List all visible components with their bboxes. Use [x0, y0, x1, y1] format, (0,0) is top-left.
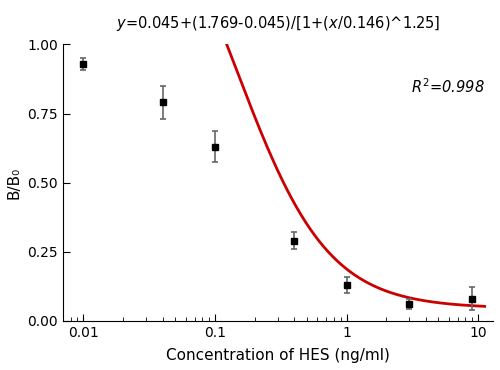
Text: $R^2$=0.998: $R^2$=0.998 [410, 78, 484, 96]
X-axis label: Concentration of HES (ng/ml): Concentration of HES (ng/ml) [166, 348, 390, 363]
Text: $y$=0.045+(1.769-0.045)/[1+($x$/0.146)^1.25]: $y$=0.045+(1.769-0.045)/[1+($x$/0.146)^1… [116, 14, 440, 33]
Y-axis label: B/B₀: B/B₀ [7, 166, 22, 199]
